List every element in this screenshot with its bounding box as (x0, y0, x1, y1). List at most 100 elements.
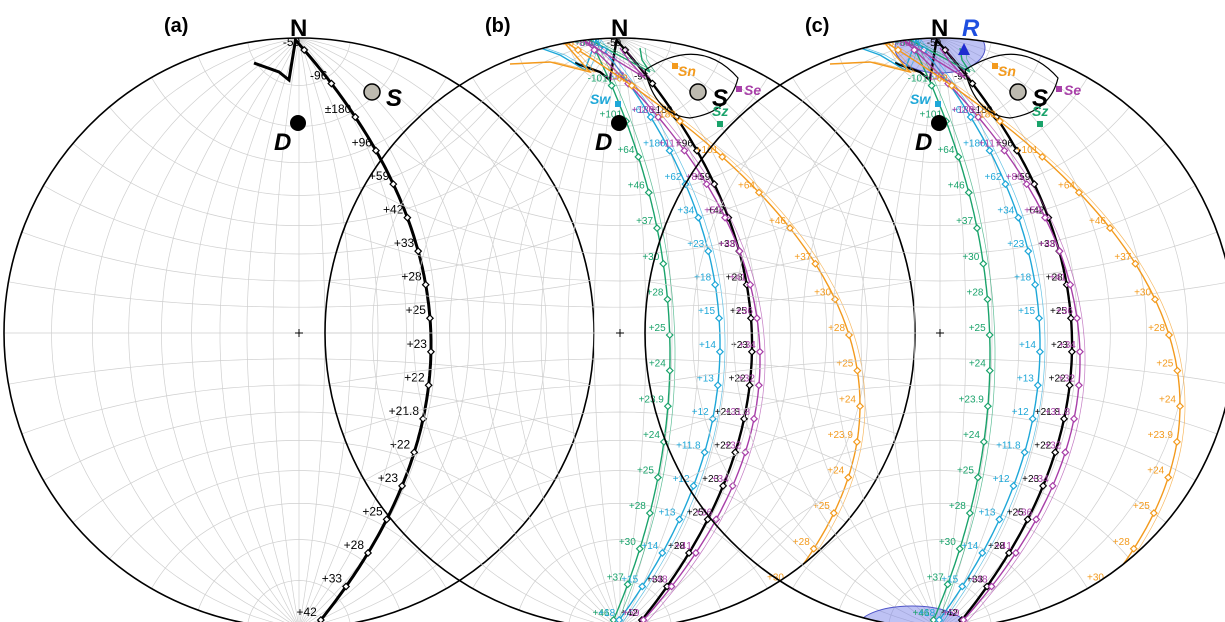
label-green: +25 (637, 466, 654, 477)
label-cyan: +12 (1012, 407, 1029, 418)
label-orange: -62 (613, 74, 628, 85)
label-black: +28 (401, 270, 422, 284)
label-green: +64 (617, 145, 634, 156)
net-meridian (191, 38, 300, 622)
label-cyan: +12 (993, 474, 1010, 485)
label-black: -59 (607, 38, 622, 49)
d-label: D (595, 129, 612, 156)
marker-green (954, 152, 963, 161)
label-orange: +64 (738, 181, 755, 192)
label-green: +25 (649, 323, 666, 334)
label-cyan: +180 (643, 139, 666, 150)
label-orange: +30 (1134, 287, 1151, 298)
label-black: +25 (1050, 306, 1067, 317)
label-orange: +46 (1089, 216, 1106, 227)
north-label: N (611, 15, 628, 42)
net-meridian (939, 38, 1078, 622)
label-green: +28 (949, 501, 966, 512)
marker-magenta (1022, 180, 1031, 189)
marker-orange (627, 81, 636, 90)
marker-magenta (721, 213, 730, 222)
label-magenta: +32 (738, 373, 755, 384)
net-parallel (8, 358, 590, 385)
label-magenta: +48 (719, 239, 736, 250)
label-black: +23 (378, 471, 399, 485)
label-green: +46 (628, 181, 645, 192)
marker-black (327, 79, 336, 88)
marker-black (968, 79, 977, 88)
net-parallel (151, 77, 447, 164)
d-point (611, 115, 627, 131)
marker-green (979, 437, 988, 446)
marker-magenta (702, 180, 711, 189)
label-magenta: +80 (686, 172, 703, 183)
label-magenta: +48 (1039, 239, 1056, 250)
panel-0: -59 -96 ±180 +96 +59 +42 +33 +28 +25 +23 +22 +21.8 +… (3, 15, 595, 622)
label-black: +23 (702, 474, 719, 485)
label-black: +21.8 (389, 404, 420, 418)
label-black: +28 (1046, 273, 1063, 284)
marker-orange (1172, 437, 1182, 446)
marker-orange (947, 81, 956, 90)
marker-cyan (658, 548, 667, 557)
label-black: +21.8 (715, 407, 741, 418)
label-orange: +28 (1148, 323, 1165, 334)
marker-black (426, 347, 435, 356)
marker-orange (844, 473, 853, 482)
net-meridian (298, 38, 437, 622)
label-orange: +24 (839, 394, 856, 405)
label-magenta: +34 (712, 474, 729, 485)
marker-green (983, 402, 992, 411)
label-cyan: +15 (1018, 306, 1035, 317)
label-black: +23 (731, 340, 748, 351)
net-parallel (364, 185, 876, 255)
marker-orange (894, 45, 903, 55)
label-magenta: +59 (1024, 206, 1041, 217)
marker-black (684, 548, 694, 557)
label-orange: +46 (769, 216, 786, 227)
panel-1: -59-96±180+96+59+42+33+28+25+23+22+21.8+… (324, 15, 916, 622)
net-parallel (393, 440, 847, 523)
net-parallel (649, 358, 1225, 385)
marker-orange (752, 615, 761, 622)
label-cyan: +180 (963, 139, 986, 150)
marker-black (1066, 314, 1076, 323)
net-parallel (472, 502, 768, 589)
panel-label: (a) (164, 15, 188, 37)
marker-black (398, 481, 407, 490)
marker-magenta (1011, 548, 1020, 557)
label-orange: -62 (933, 74, 948, 85)
label-cyan: -23 (586, 38, 601, 49)
label-black: +28 (668, 541, 685, 552)
label-black: +42 (383, 203, 404, 217)
marker-orange (574, 45, 583, 55)
label-magenta: -117 (605, 72, 625, 83)
net-parallel (109, 106, 489, 196)
marker-magenta (1032, 515, 1041, 524)
marker-cyan (665, 146, 674, 155)
marker-cyan (1033, 381, 1042, 390)
label-orange: +28 (828, 323, 845, 334)
label-black: +22 (729, 373, 746, 384)
se-point (736, 86, 742, 92)
marker-magenta (755, 347, 764, 356)
curve-magenta (902, 39, 1081, 622)
net-parallel (342, 231, 898, 282)
label-orange: +25 (1156, 359, 1173, 370)
label-black: +25 (730, 306, 747, 317)
label-black: +33 (966, 574, 983, 585)
label-magenta: +80 (1006, 172, 1023, 183)
north-label: N (931, 15, 948, 42)
label-black: +42 (707, 206, 724, 217)
net-parallel (838, 539, 1042, 611)
marker-cyan (1001, 180, 1010, 189)
marker-magenta (1069, 414, 1079, 423)
label-black: -59 (927, 38, 942, 49)
label-green: -101 (908, 74, 928, 85)
marker-green (665, 366, 674, 375)
net-parallel (713, 440, 1167, 523)
net-parallel (21, 231, 577, 282)
label-black: +22 (404, 370, 425, 384)
label-black: -59 (283, 35, 301, 49)
